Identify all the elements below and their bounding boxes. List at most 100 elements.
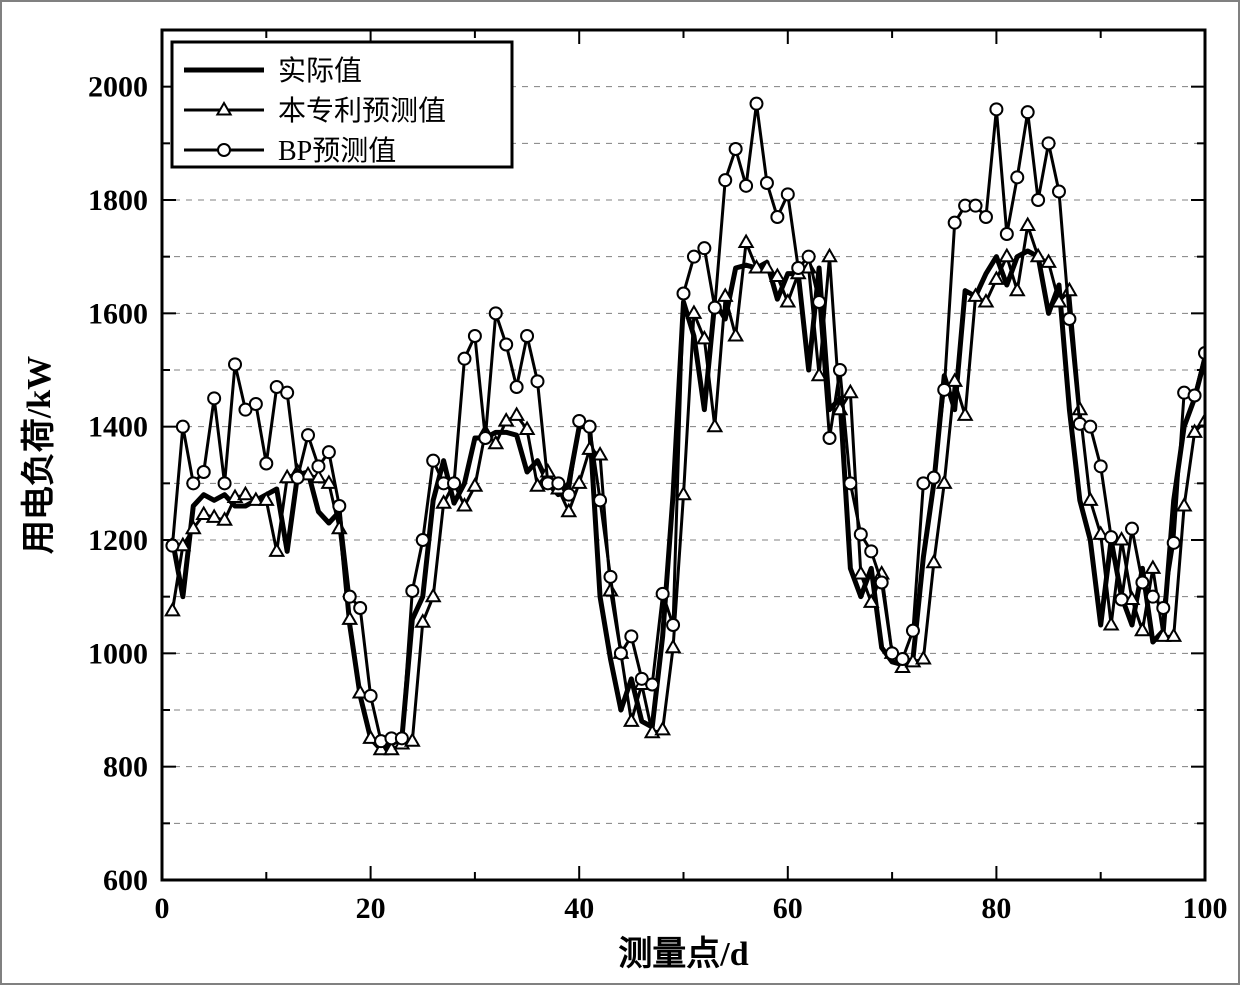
marker-circle: [219, 477, 231, 489]
marker-circle: [427, 455, 439, 467]
marker-circle: [1157, 602, 1169, 614]
marker-circle: [657, 588, 669, 600]
x-tick-label: 20: [356, 892, 386, 925]
marker-circle: [365, 690, 377, 702]
marker-circle: [625, 630, 637, 642]
marker-circle: [1105, 531, 1117, 543]
marker-circle: [292, 472, 304, 484]
marker-circle: [1084, 421, 1096, 433]
marker-circle: [198, 466, 210, 478]
y-axis-label: 用电负荷/kW: [20, 356, 58, 554]
marker-circle: [865, 545, 877, 557]
marker-circle: [730, 143, 742, 155]
marker-circle: [1147, 591, 1159, 603]
marker-circle: [813, 296, 825, 308]
legend-label: 实际值: [278, 55, 362, 87]
marker-circle: [719, 174, 731, 186]
marker-circle: [1022, 106, 1034, 118]
marker-circle: [824, 432, 836, 444]
marker-circle: [448, 477, 460, 489]
y-tick-label: 1200: [88, 524, 148, 557]
marker-circle: [511, 381, 523, 393]
marker-circle: [250, 398, 262, 410]
x-tick-label: 100: [1183, 892, 1228, 925]
marker-circle: [980, 211, 992, 223]
marker-circle: [396, 732, 408, 744]
marker-circle: [792, 262, 804, 274]
marker-circle: [1095, 460, 1107, 472]
marker-circle: [490, 307, 502, 319]
chart-container: 0204060801006008001000120014001600180020…: [0, 0, 1240, 985]
marker-circle: [876, 577, 888, 589]
marker-circle: [229, 358, 241, 370]
marker-circle: [678, 288, 690, 300]
marker-circle: [469, 330, 481, 342]
marker-circle: [1053, 186, 1065, 198]
y-tick-label: 1000: [88, 637, 148, 670]
marker-circle: [417, 534, 429, 546]
marker-circle: [834, 364, 846, 376]
marker-circle: [594, 494, 606, 506]
marker-circle: [479, 432, 491, 444]
marker-circle: [1063, 313, 1075, 325]
marker-circle: [667, 619, 679, 631]
line-chart: 0204060801006008001000120014001600180020…: [0, 0, 1240, 985]
marker-circle: [1189, 390, 1201, 402]
marker-circle: [333, 500, 345, 512]
marker-circle: [177, 421, 189, 433]
y-tick-label: 600: [103, 864, 148, 897]
marker-circle: [406, 585, 418, 597]
marker-circle: [1011, 171, 1023, 183]
marker-circle: [698, 242, 710, 254]
marker-circle: [938, 384, 950, 396]
marker-circle: [844, 477, 856, 489]
marker-circle: [1168, 537, 1180, 549]
marker-circle: [615, 647, 627, 659]
y-tick-label: 1600: [88, 297, 148, 330]
marker-circle: [458, 353, 470, 365]
marker-circle: [907, 625, 919, 637]
legend-marker-circle: [218, 144, 230, 156]
marker-circle: [761, 177, 773, 189]
marker-circle: [1032, 194, 1044, 206]
marker-circle: [312, 460, 324, 472]
x-tick-label: 40: [564, 892, 594, 925]
marker-circle: [354, 602, 366, 614]
y-tick-label: 1800: [88, 184, 148, 217]
marker-circle: [897, 653, 909, 665]
marker-circle: [552, 477, 564, 489]
marker-circle: [208, 392, 220, 404]
marker-circle: [740, 180, 752, 192]
y-tick-label: 2000: [88, 71, 148, 104]
marker-circle: [521, 330, 533, 342]
legend-label: BP预测值: [278, 135, 396, 167]
marker-circle: [709, 302, 721, 314]
marker-circle: [166, 540, 178, 552]
y-tick-label: 800: [103, 751, 148, 784]
marker-circle: [949, 217, 961, 229]
marker-circle: [970, 200, 982, 212]
marker-circle: [1001, 228, 1013, 240]
marker-circle: [260, 458, 272, 470]
marker-circle: [771, 211, 783, 223]
x-tick-label: 60: [773, 892, 803, 925]
legend-label: 本专利预测值: [278, 95, 446, 127]
marker-circle: [323, 446, 335, 458]
marker-circle: [584, 421, 596, 433]
marker-circle: [751, 98, 763, 110]
marker-circle: [782, 188, 794, 200]
marker-circle: [688, 251, 700, 263]
marker-circle: [803, 251, 815, 263]
x-tick-label: 0: [155, 892, 170, 925]
marker-circle: [646, 679, 658, 691]
marker-circle: [1126, 523, 1138, 535]
x-axis-label: 测量点/d: [618, 935, 748, 973]
x-tick-label: 80: [981, 892, 1011, 925]
marker-circle: [563, 489, 575, 501]
marker-circle: [928, 472, 940, 484]
marker-circle: [500, 339, 512, 351]
marker-circle: [990, 103, 1002, 115]
marker-circle: [281, 387, 293, 399]
marker-circle: [1043, 137, 1055, 149]
marker-circle: [1136, 577, 1148, 589]
